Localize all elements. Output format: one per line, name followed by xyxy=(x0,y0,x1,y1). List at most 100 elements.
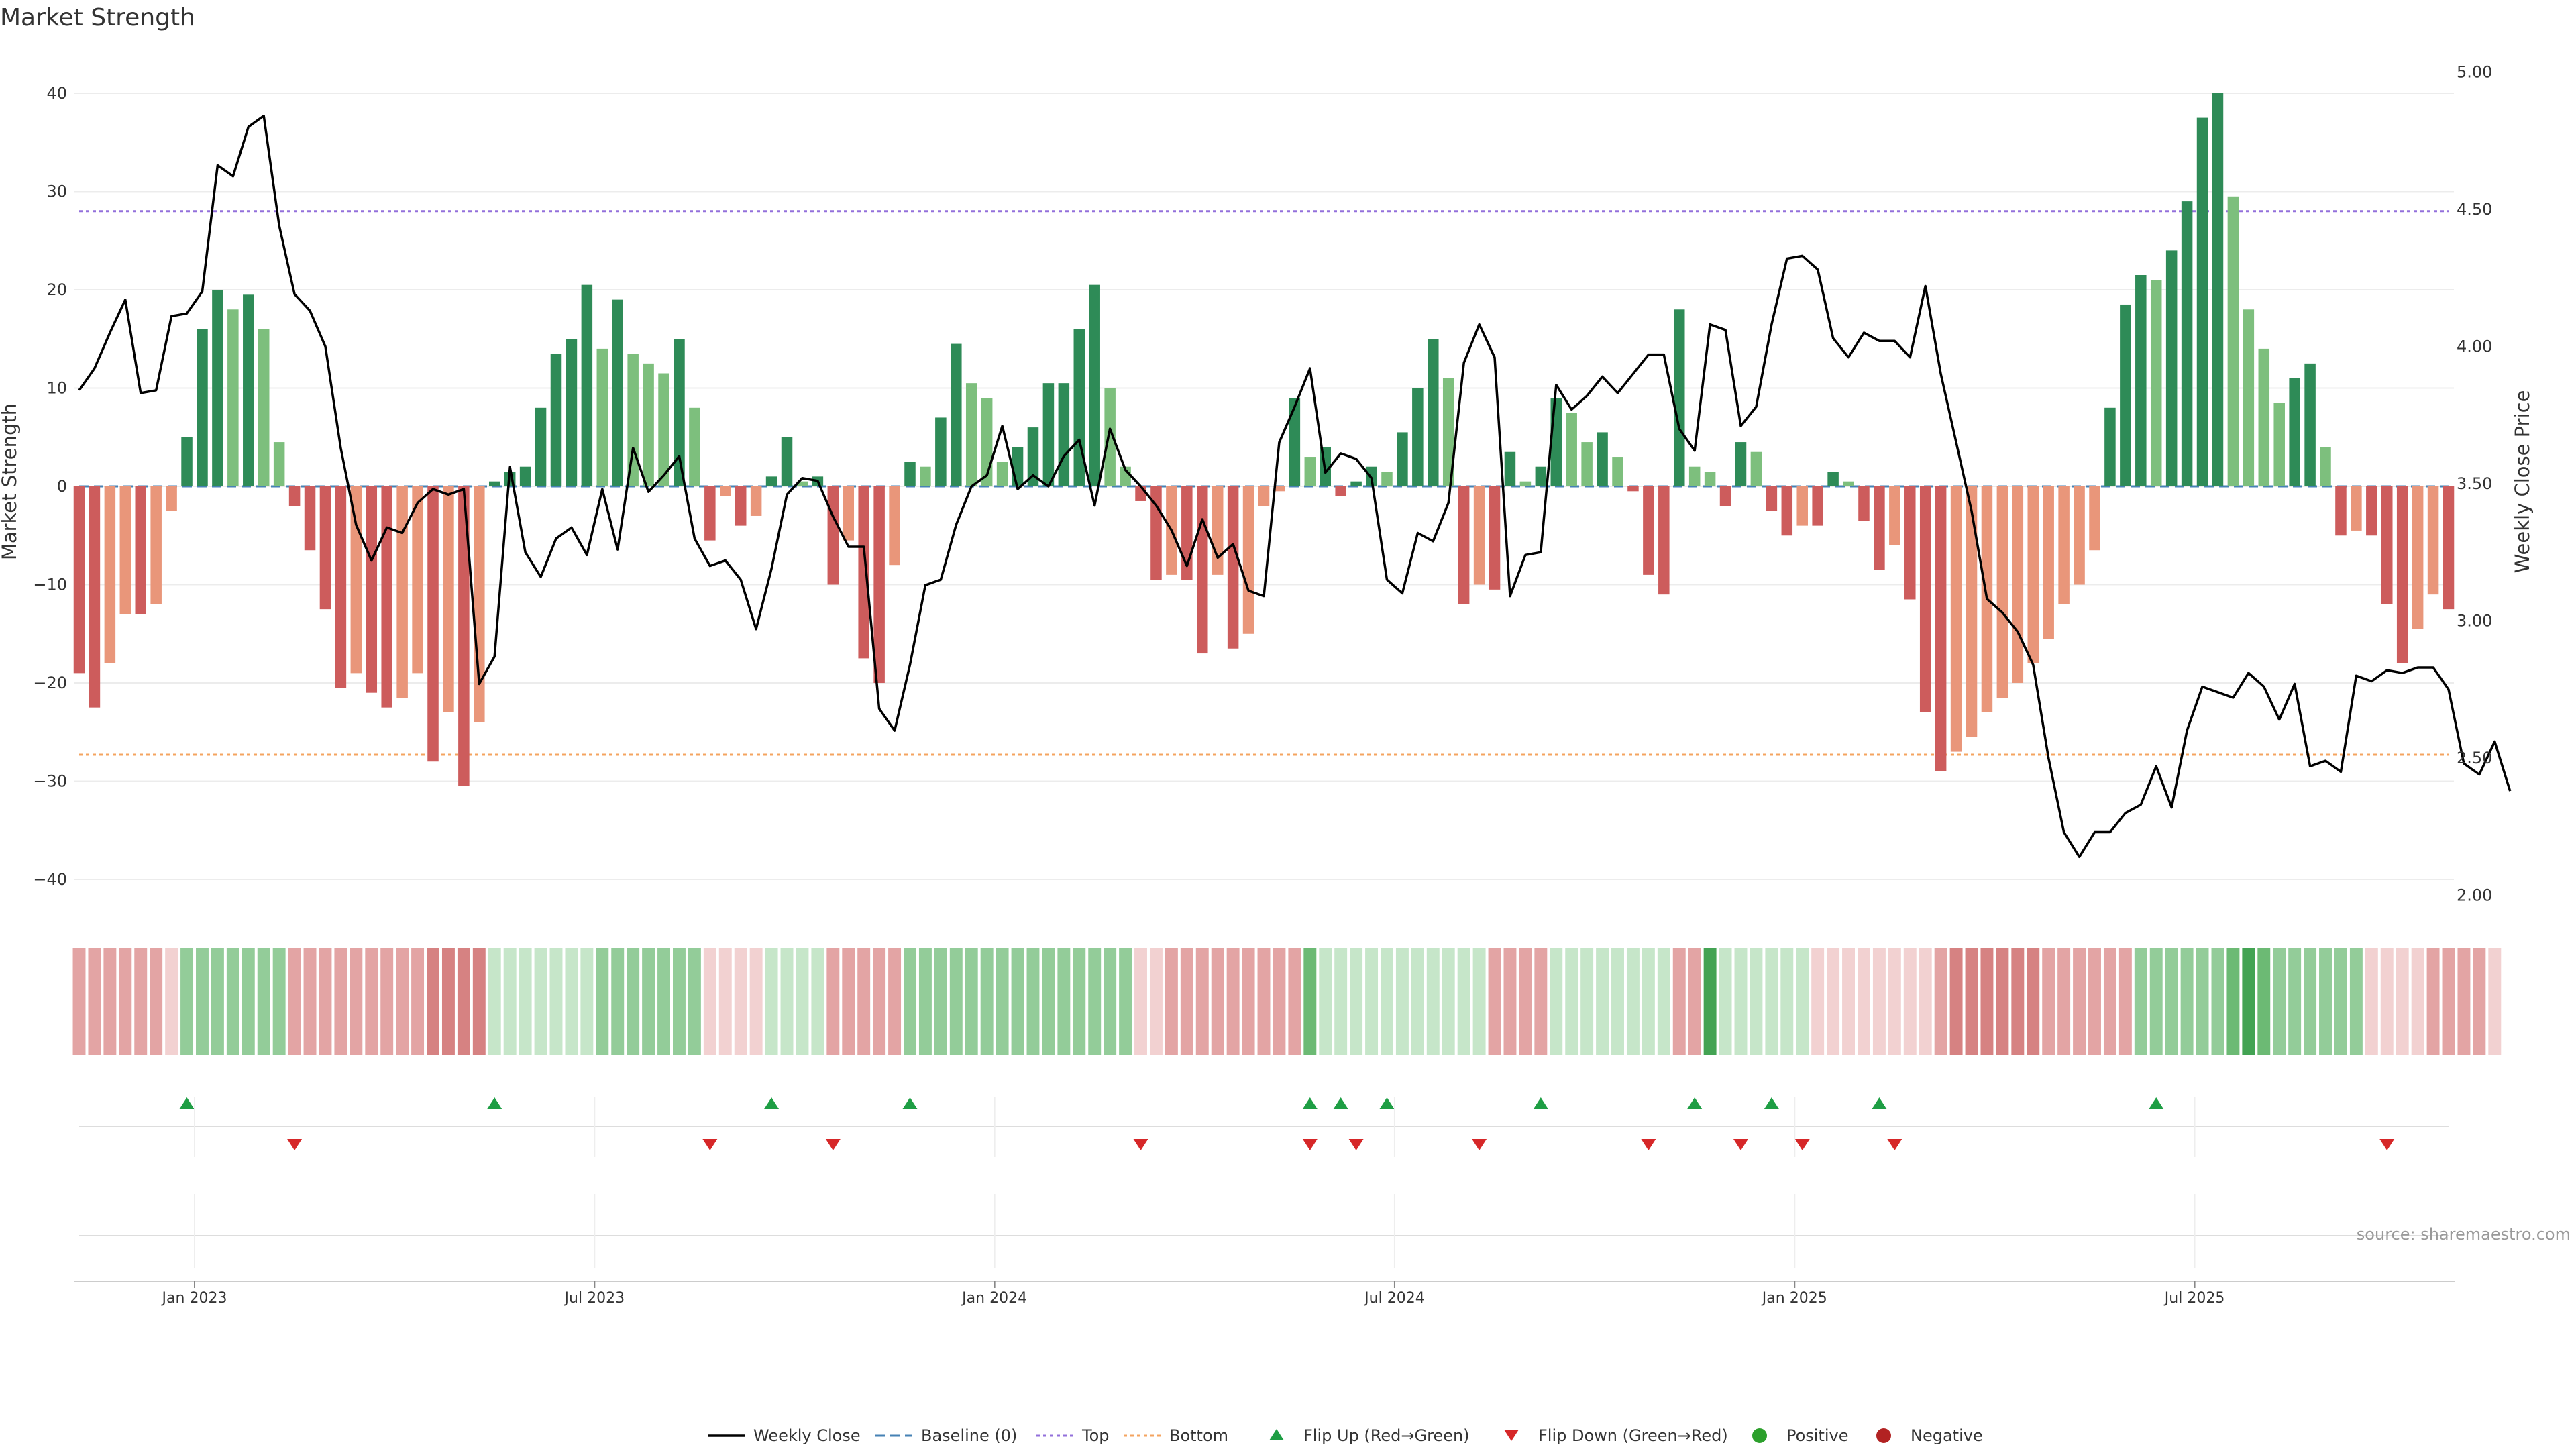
strength-bar xyxy=(319,486,331,610)
strength-bar xyxy=(2074,486,2085,585)
strength-bar xyxy=(750,486,762,516)
strength-bar xyxy=(2396,486,2408,663)
flip-up-marker xyxy=(902,1097,918,1109)
legend-label: Baseline (0) xyxy=(921,1426,1017,1445)
strength-bar xyxy=(1643,486,1654,575)
strength-bar xyxy=(89,486,101,708)
left-axis-label: Market Strength xyxy=(0,403,21,560)
heat-cell xyxy=(1842,948,1855,1055)
strength-bar xyxy=(2058,486,2070,604)
heat-cell xyxy=(1550,948,1563,1055)
heat-cell xyxy=(2149,948,2163,1055)
strength-bar xyxy=(150,486,162,604)
strength-bar xyxy=(1135,486,1146,501)
left-tick-label: 20 xyxy=(46,280,67,299)
heat-cell xyxy=(1719,948,1732,1055)
strength-bar xyxy=(2258,348,2270,486)
flip-up-marker xyxy=(1764,1097,1779,1109)
heat-cell xyxy=(2073,948,2086,1055)
heat-cell xyxy=(472,948,486,1055)
strength-bar xyxy=(1904,486,1916,600)
left-tick-label: −20 xyxy=(33,674,67,692)
strength-bar xyxy=(1889,486,1900,545)
flip-up-marker xyxy=(487,1097,502,1109)
heat-cell xyxy=(2118,948,2132,1055)
heat-cell xyxy=(1057,948,1071,1055)
heat-cell xyxy=(1596,948,1609,1055)
legend-item: Flip Up (Red→Green) xyxy=(1269,1426,1470,1445)
right-axis-ticks: 5.00 4.50 4.00 3.50 3.00 2.50 2.00 xyxy=(2457,62,2492,904)
heat-cell xyxy=(1042,948,1055,1055)
heat-cell xyxy=(1734,948,1748,1055)
strength-bar xyxy=(2043,486,2054,639)
heat-cell xyxy=(211,948,224,1055)
strength-bar xyxy=(2212,93,2224,486)
heat-cell xyxy=(1765,948,1778,1055)
heat-cell xyxy=(596,948,609,1055)
heat-cell xyxy=(365,948,378,1055)
heat-cell xyxy=(1949,948,1963,1055)
strength-bar xyxy=(258,329,270,486)
strength-bar xyxy=(1104,388,1116,486)
heat-cell xyxy=(1488,948,1501,1055)
heat-cell xyxy=(2027,948,2040,1055)
heat-cell xyxy=(1303,948,1317,1055)
x-tick-label: Jul 2025 xyxy=(2163,1290,2225,1307)
strength-bar xyxy=(796,481,808,486)
left-tick-label: −30 xyxy=(33,772,67,791)
heat-cell xyxy=(2426,948,2440,1055)
heat-cell xyxy=(888,948,902,1055)
strength-bar xyxy=(1627,486,1639,492)
strength-bar xyxy=(2351,486,2362,531)
heat-cell xyxy=(673,948,686,1055)
strength-bar xyxy=(1704,472,1716,486)
heat-cell xyxy=(1672,948,1686,1055)
strength-bar xyxy=(488,481,500,486)
left-tick-label: 30 xyxy=(46,182,67,201)
strength-bar xyxy=(166,486,177,511)
legend-swatch-positive xyxy=(1752,1428,1767,1443)
heat-cell xyxy=(1796,948,1809,1055)
strength-bar xyxy=(535,407,547,486)
strength-bar xyxy=(920,466,931,486)
strength-bar xyxy=(735,486,747,526)
strength-bar xyxy=(1089,284,1100,486)
strength-bar xyxy=(827,486,839,585)
heat-cell xyxy=(503,948,517,1055)
strength-bar xyxy=(2366,486,2377,536)
strength-bar xyxy=(350,486,362,674)
strength-bar xyxy=(1966,486,1978,737)
strength-bar xyxy=(935,417,947,486)
strength-bar xyxy=(2304,363,2316,486)
strength-bar xyxy=(519,466,531,486)
strength-bar xyxy=(1335,486,1346,496)
right-axis-label: Weekly Close Price xyxy=(2511,390,2534,574)
heat-cell xyxy=(1580,948,1594,1055)
heat-cell xyxy=(1888,948,1901,1055)
strength-bar xyxy=(873,486,885,684)
heat-cell xyxy=(580,948,594,1055)
x-tick-label: Jul 2024 xyxy=(1363,1290,1425,1307)
heat-cell xyxy=(2088,948,2101,1055)
heat-cell xyxy=(1411,948,1424,1055)
strength-bar xyxy=(1289,398,1301,486)
strength-bar xyxy=(581,284,593,486)
heat-cell xyxy=(657,948,670,1055)
heat-cell xyxy=(226,948,239,1055)
strength-bar xyxy=(227,309,239,486)
strength-bar xyxy=(643,363,654,486)
legend-swatch-flip-up xyxy=(1269,1429,1284,1440)
strength-bar xyxy=(2320,447,2331,486)
flip-up-marker xyxy=(2149,1097,2164,1109)
strength-bar xyxy=(1504,451,1516,486)
heat-cell xyxy=(2134,948,2147,1055)
heat-cell xyxy=(565,948,578,1055)
strength-bar xyxy=(381,486,392,708)
flip-up-marker xyxy=(1302,1097,1318,1109)
heat-cell xyxy=(1211,948,1224,1055)
heat-cell xyxy=(272,948,286,1055)
heat-cell xyxy=(1611,948,1624,1055)
strength-bar xyxy=(550,354,562,486)
strength-bar xyxy=(2412,486,2424,629)
heat-cell xyxy=(780,948,794,1055)
